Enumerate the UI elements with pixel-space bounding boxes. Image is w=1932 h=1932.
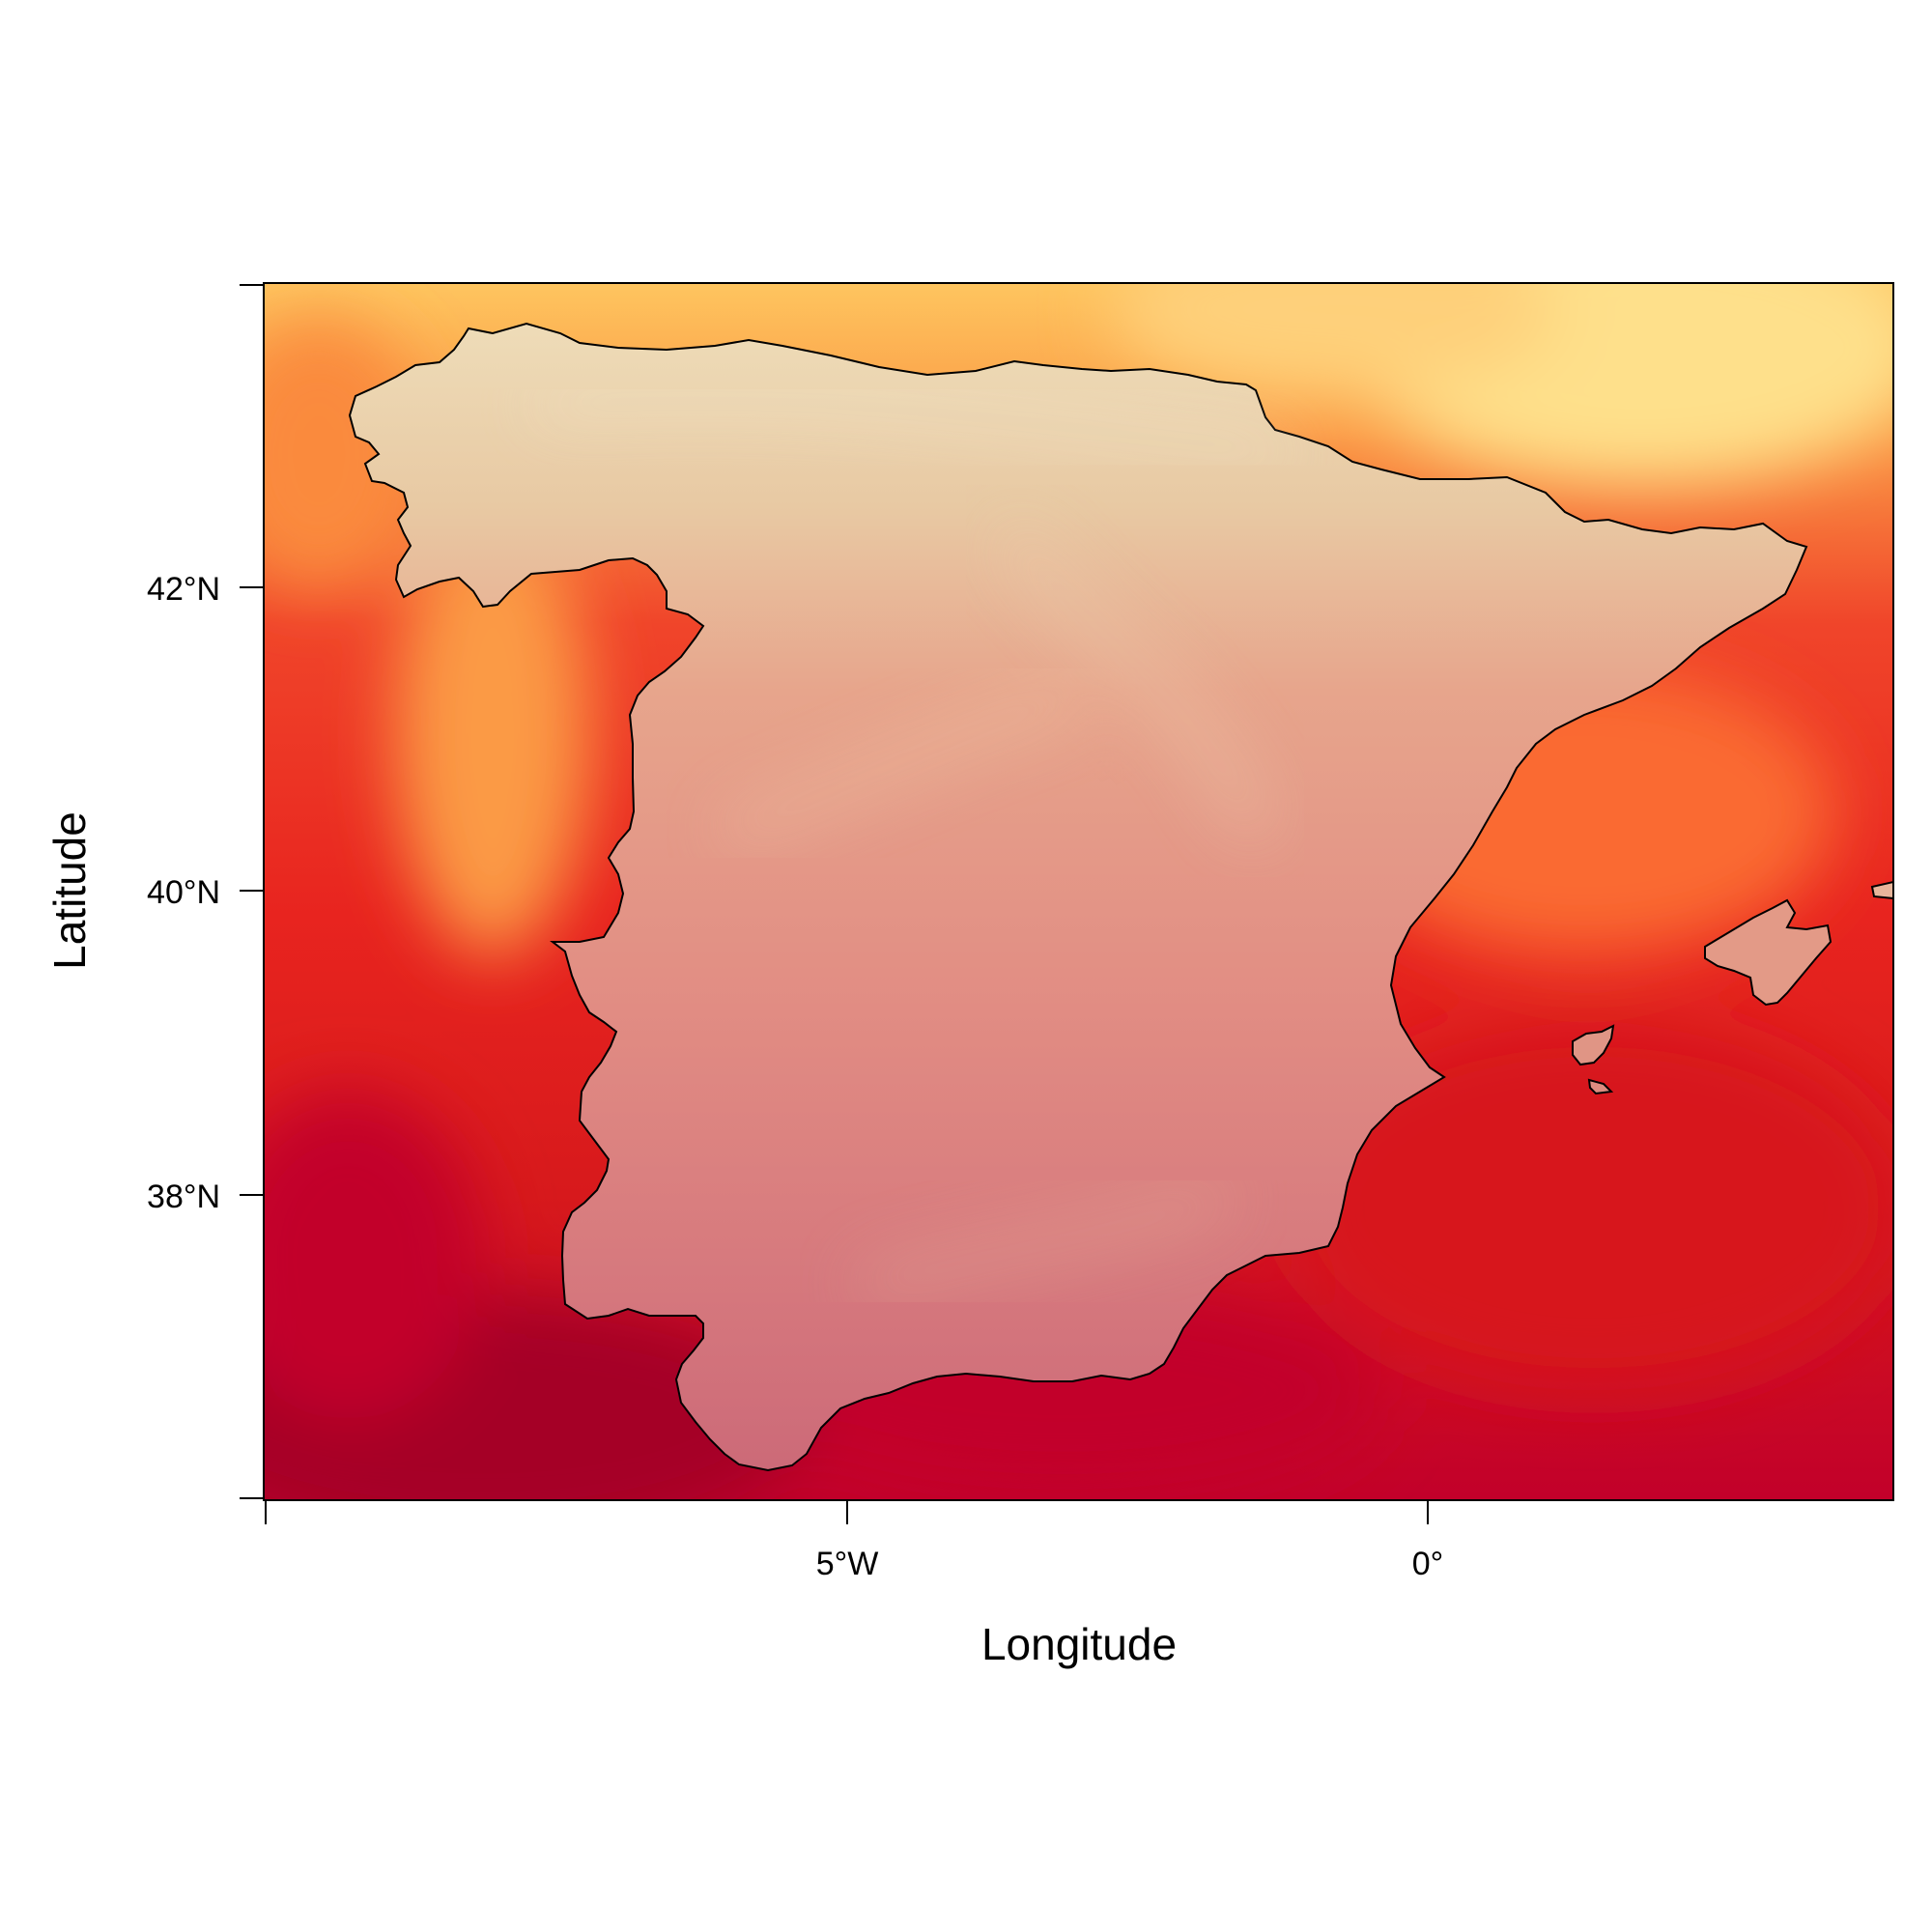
sea-patch-atlantic-south [264,1092,483,1420]
mallorca-island [1704,898,1833,1007]
ibiza-island [1572,1024,1615,1066]
y-tick-label-42: 42°N [147,571,220,608]
sea-patch-atlantic-light [396,512,589,956]
terrain-relief [528,387,1297,1301]
sea-patch-north-yellow [1111,283,1555,396]
formentera-island [1587,1078,1614,1095]
sea-patch-balearic-red [1285,1024,1893,1391]
x-tick-label-5w: 5°W [816,1546,879,1582]
map-panel [264,283,1893,1500]
y-tick-label-38: 38°N [147,1179,220,1215]
relief-iberian-system [995,522,1275,840]
x-axis: 5°W 0° [265,1500,1444,1582]
y-tick-label-40: 40°N [147,874,220,911]
x-tick-label-0: 0° [1412,1546,1444,1582]
y-axis-title: Latitude [44,811,95,970]
x-axis-title: Longitude [981,1619,1177,1669]
relief-betic-system [853,1181,1234,1301]
y-axis: 42°N 40°N 38°N [147,284,264,1499]
menorca-island [1870,880,1893,900]
relief-central-system [717,678,1090,848]
relief-cantabrian-range [528,387,1297,467]
iberian-peninsula-land [348,322,1808,1472]
